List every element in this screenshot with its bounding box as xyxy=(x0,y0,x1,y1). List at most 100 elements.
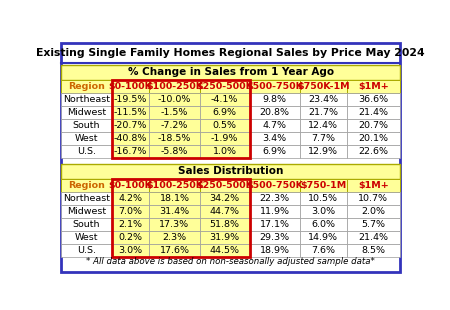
Bar xyxy=(300,80,347,93)
Bar xyxy=(62,164,400,179)
Bar xyxy=(112,205,149,218)
Text: -19.5%: -19.5% xyxy=(114,95,147,104)
Text: -11.5%: -11.5% xyxy=(114,108,147,117)
Text: 18.1%: 18.1% xyxy=(159,194,189,203)
Bar xyxy=(199,179,250,192)
Text: Midwest: Midwest xyxy=(67,207,106,216)
Text: $250-500K: $250-500K xyxy=(196,82,253,91)
Bar xyxy=(300,106,347,119)
Bar xyxy=(149,218,199,231)
Text: -16.7%: -16.7% xyxy=(114,147,147,156)
Text: 20.1%: 20.1% xyxy=(358,134,388,143)
Text: 14.9%: 14.9% xyxy=(308,233,338,242)
Text: 8.5%: 8.5% xyxy=(361,246,385,255)
Text: 12.9%: 12.9% xyxy=(308,147,338,156)
Text: $100-250K: $100-250K xyxy=(146,82,203,91)
Text: 2.0%: 2.0% xyxy=(361,207,385,216)
Bar xyxy=(347,205,400,218)
Text: $1M+: $1M+ xyxy=(358,181,389,190)
Bar xyxy=(62,93,112,106)
Text: -5.8%: -5.8% xyxy=(161,147,188,156)
Text: West: West xyxy=(75,134,98,143)
Text: 31.9%: 31.9% xyxy=(209,233,239,242)
Text: 6.0%: 6.0% xyxy=(311,220,335,229)
Text: 44.7%: 44.7% xyxy=(210,207,239,216)
Text: $750-1M: $750-1M xyxy=(300,181,346,190)
Bar xyxy=(250,179,300,192)
Text: West: West xyxy=(75,233,98,242)
Bar xyxy=(347,93,400,106)
Text: 6.9%: 6.9% xyxy=(263,147,287,156)
Text: 4.7%: 4.7% xyxy=(263,121,287,130)
Text: 51.8%: 51.8% xyxy=(210,220,239,229)
Bar xyxy=(112,231,149,244)
Text: Sales Distribution: Sales Distribution xyxy=(178,166,284,176)
Bar xyxy=(347,218,400,231)
Text: 17.6%: 17.6% xyxy=(159,246,189,255)
Text: U.S.: U.S. xyxy=(77,246,96,255)
Bar xyxy=(149,119,199,132)
Text: -18.5%: -18.5% xyxy=(158,134,191,143)
Bar xyxy=(112,132,149,145)
Text: -4.1%: -4.1% xyxy=(211,95,238,104)
Bar xyxy=(62,231,112,244)
Text: 6.9%: 6.9% xyxy=(212,108,237,117)
Text: $0-100K: $0-100K xyxy=(108,181,153,190)
Text: 12.4%: 12.4% xyxy=(308,121,338,130)
Text: 17.1%: 17.1% xyxy=(260,220,290,229)
Text: 31.4%: 31.4% xyxy=(159,207,189,216)
Text: 29.3%: 29.3% xyxy=(260,233,290,242)
Bar xyxy=(112,179,149,192)
Text: $500-750K: $500-750K xyxy=(246,181,303,190)
Bar xyxy=(149,244,199,257)
Bar xyxy=(62,179,112,192)
Bar xyxy=(300,179,347,192)
Bar xyxy=(149,179,199,192)
Bar xyxy=(199,244,250,257)
Bar xyxy=(347,145,400,158)
Text: 4.2%: 4.2% xyxy=(118,194,143,203)
Text: $750K-1M: $750K-1M xyxy=(297,82,350,91)
Text: 9.8%: 9.8% xyxy=(263,95,287,104)
Bar xyxy=(149,106,199,119)
Bar xyxy=(250,132,300,145)
Bar xyxy=(62,65,400,80)
Bar xyxy=(199,231,250,244)
Bar xyxy=(112,192,149,205)
Text: 44.5%: 44.5% xyxy=(210,246,239,255)
Bar xyxy=(149,93,199,106)
Text: 7.0%: 7.0% xyxy=(118,207,143,216)
Text: 20.8%: 20.8% xyxy=(260,108,290,117)
Bar xyxy=(62,218,112,231)
Text: 2.1%: 2.1% xyxy=(118,220,143,229)
Bar xyxy=(250,205,300,218)
Bar xyxy=(347,244,400,257)
Bar xyxy=(199,93,250,106)
Bar xyxy=(62,145,112,158)
Bar xyxy=(112,106,149,119)
Bar xyxy=(300,93,347,106)
Text: 7.6%: 7.6% xyxy=(311,246,335,255)
Bar xyxy=(149,132,199,145)
Text: 17.3%: 17.3% xyxy=(159,220,189,229)
Bar xyxy=(112,179,250,257)
Bar xyxy=(250,218,300,231)
Bar xyxy=(250,106,300,119)
Bar xyxy=(112,80,149,93)
Text: 2.3%: 2.3% xyxy=(162,233,187,242)
Bar xyxy=(149,192,199,205)
Bar xyxy=(250,231,300,244)
Bar xyxy=(112,80,250,158)
Bar xyxy=(62,119,112,132)
Text: $0-100K: $0-100K xyxy=(108,82,153,91)
Bar xyxy=(149,80,199,93)
Bar xyxy=(347,132,400,145)
Text: * All data above is based on non-seasonally adjusted sample data*: * All data above is based on non-seasona… xyxy=(86,257,375,266)
Bar xyxy=(199,205,250,218)
Text: Region: Region xyxy=(68,181,105,190)
Bar xyxy=(199,218,250,231)
Text: -40.8%: -40.8% xyxy=(114,134,147,143)
Text: -7.2%: -7.2% xyxy=(161,121,188,130)
Bar xyxy=(250,145,300,158)
Text: Region: Region xyxy=(68,82,105,91)
